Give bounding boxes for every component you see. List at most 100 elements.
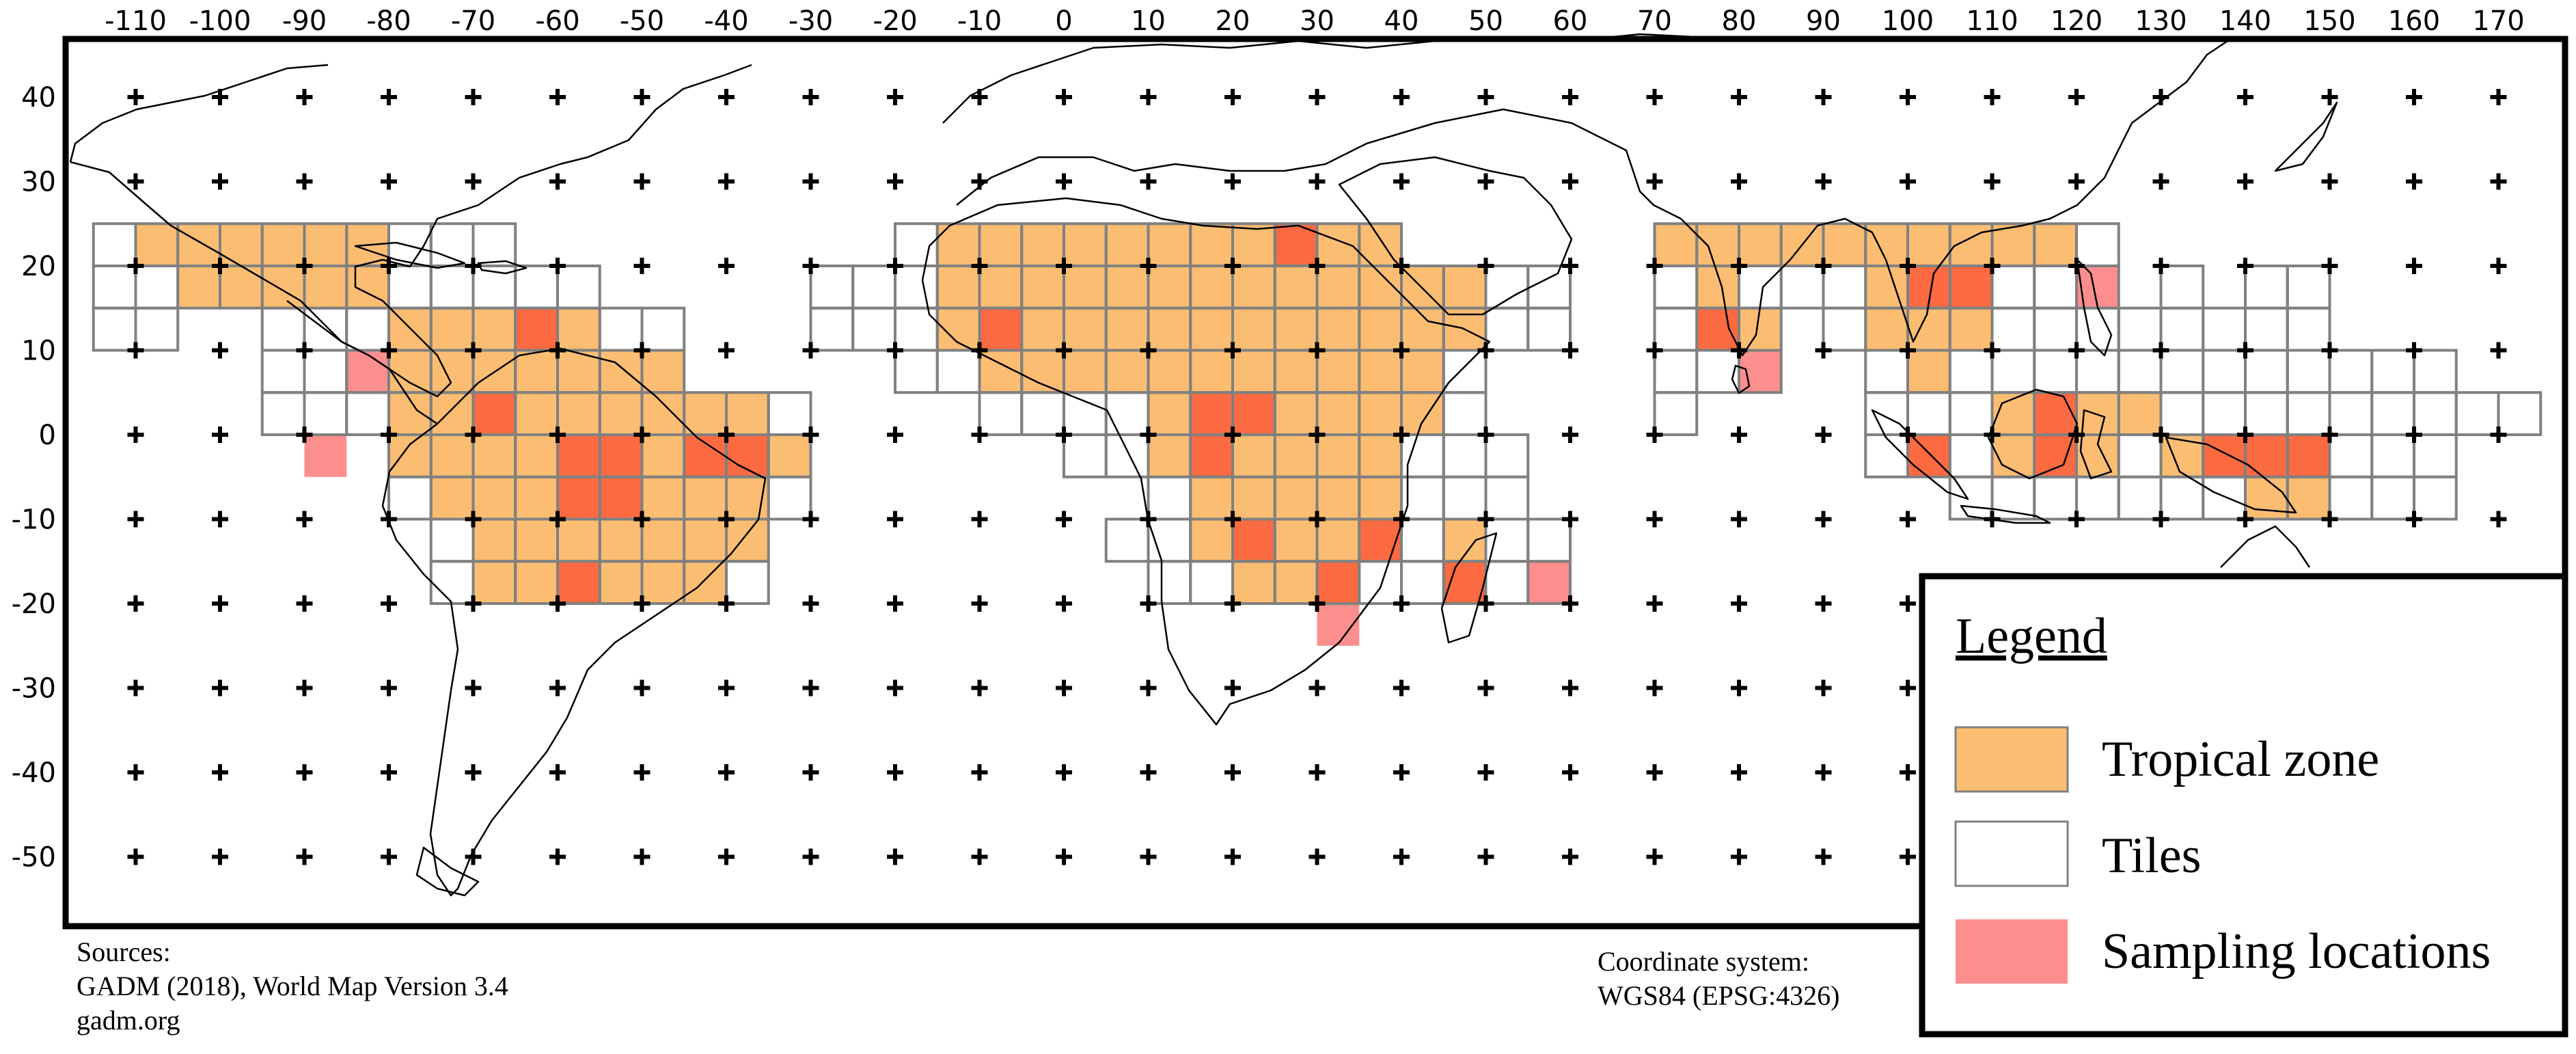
graticule-cross <box>1984 258 2001 274</box>
tile-cell <box>895 266 937 308</box>
latitude-tick-label: -40 <box>12 757 56 789</box>
longitude-tick-label: 80 <box>1722 5 1757 37</box>
sulawesi-outline <box>2079 409 2113 480</box>
graticule-cross <box>802 173 819 190</box>
sampling-cell <box>684 435 726 477</box>
tile-cell <box>1148 476 1191 519</box>
graticule-cross <box>1900 764 1916 781</box>
longitude-tick-label: 0 <box>1055 5 1072 37</box>
graticule-cross <box>718 173 735 190</box>
graticule-cross <box>1393 848 1410 865</box>
graticule-cross <box>2490 89 2507 105</box>
graticule-cross <box>1900 511 1916 528</box>
graticule-cross <box>718 258 735 274</box>
hispaniola-outline <box>477 260 527 275</box>
sampling-cell <box>1233 519 1275 562</box>
tile-cell <box>937 350 980 393</box>
tropical-cell <box>220 266 262 308</box>
graticule-cross <box>1308 511 1326 528</box>
graticule-cross <box>465 595 482 612</box>
legend-title: Legend <box>1956 608 2107 664</box>
graticule-cross <box>1900 427 1916 443</box>
eurasia-southern-coast <box>956 40 2228 357</box>
graticule-cross <box>1477 764 1494 781</box>
tile-cell <box>1190 561 1233 604</box>
tile-cell <box>2077 350 2119 393</box>
tile-cell <box>2329 476 2372 519</box>
tropical-cell <box>1908 308 1950 351</box>
south-america-outline <box>381 347 767 897</box>
longitude-tick-label: 20 <box>1216 5 1250 37</box>
tropical-cell <box>1148 266 1191 308</box>
graticule-cross <box>1900 595 1916 612</box>
graticule-cross <box>633 848 650 865</box>
graticule-cross <box>718 511 735 528</box>
sampling-cell <box>2287 435 2330 477</box>
tropical-cell <box>1148 308 1191 351</box>
graticule-cross <box>718 764 735 781</box>
tropical-cell <box>473 519 516 562</box>
graticule-cross <box>381 173 397 190</box>
sampling-cell <box>1359 519 1401 562</box>
graticule-cross <box>633 258 650 274</box>
tropical-cell <box>430 308 474 351</box>
graticule-cross <box>1984 89 2001 105</box>
crs-heading: Coordinate system: <box>1598 946 1809 977</box>
tropical-cell <box>430 476 474 519</box>
tropical-cell <box>1739 308 1781 351</box>
graticule-cross <box>1224 511 1241 528</box>
tropical-cell <box>1064 266 1106 308</box>
tropical-cell <box>1064 308 1106 351</box>
tile-cell <box>2372 350 2414 393</box>
tropical-cell <box>1697 266 1739 308</box>
longitude-tick-label: -70 <box>451 5 495 37</box>
graticule-cross <box>1562 427 1578 443</box>
tile-cell <box>1485 561 1529 604</box>
graticule-cross <box>1393 173 1410 190</box>
sampling-cell <box>558 435 600 477</box>
graticule-cross <box>381 595 397 612</box>
tile-cell <box>93 224 136 266</box>
tropical-cell <box>1190 476 1233 519</box>
tropical-cell <box>726 519 769 562</box>
longitude-tick-label: 70 <box>1637 5 1672 37</box>
tropical-cell <box>1233 308 1275 351</box>
graticule-cross <box>212 679 228 697</box>
graticule-cross <box>1562 595 1578 612</box>
tile-cell <box>1949 392 1992 435</box>
graticule-cross <box>971 173 988 190</box>
graticule-cross <box>1140 89 1157 105</box>
tile-cell <box>1528 266 1570 308</box>
tile-cell <box>1064 435 1106 477</box>
tile-cell <box>853 266 895 308</box>
tropical-cell <box>1274 266 1317 308</box>
longitude-tick-label: 40 <box>1384 5 1419 37</box>
tropical-cell <box>1190 224 1233 266</box>
tropical-cell <box>684 392 726 435</box>
graticule-cross <box>2152 173 2169 190</box>
legend-swatch-tiles <box>1954 820 2069 887</box>
graticule-cross <box>1477 679 1494 697</box>
tile-cell <box>2456 392 2499 435</box>
graticule-cross <box>887 595 903 612</box>
graticule-cross <box>971 595 988 612</box>
tile-outline <box>2497 391 2543 436</box>
tile-cell <box>599 308 642 351</box>
sources-note: Sources: GADM (2018), World Map Version … <box>77 935 508 1038</box>
graticule-cross <box>1393 511 1410 528</box>
longitude-tick-label: 90 <box>1806 5 1841 37</box>
tile-cell <box>1401 519 1444 562</box>
tropical-cell <box>1359 350 1401 393</box>
graticule-cross <box>887 764 903 781</box>
graticule-cross <box>887 511 903 528</box>
graticule-cross <box>549 679 566 697</box>
graticule-cross <box>1477 595 1494 612</box>
sampling-locations-layer <box>304 224 2330 646</box>
tropical-cell <box>389 435 431 477</box>
graticule-cross <box>971 679 988 697</box>
tropical-cell <box>599 561 642 604</box>
tile-cell <box>1359 561 1401 604</box>
tropical-cell <box>1022 308 1064 351</box>
graticule-cross <box>802 848 819 865</box>
graticule-cross <box>465 342 482 359</box>
